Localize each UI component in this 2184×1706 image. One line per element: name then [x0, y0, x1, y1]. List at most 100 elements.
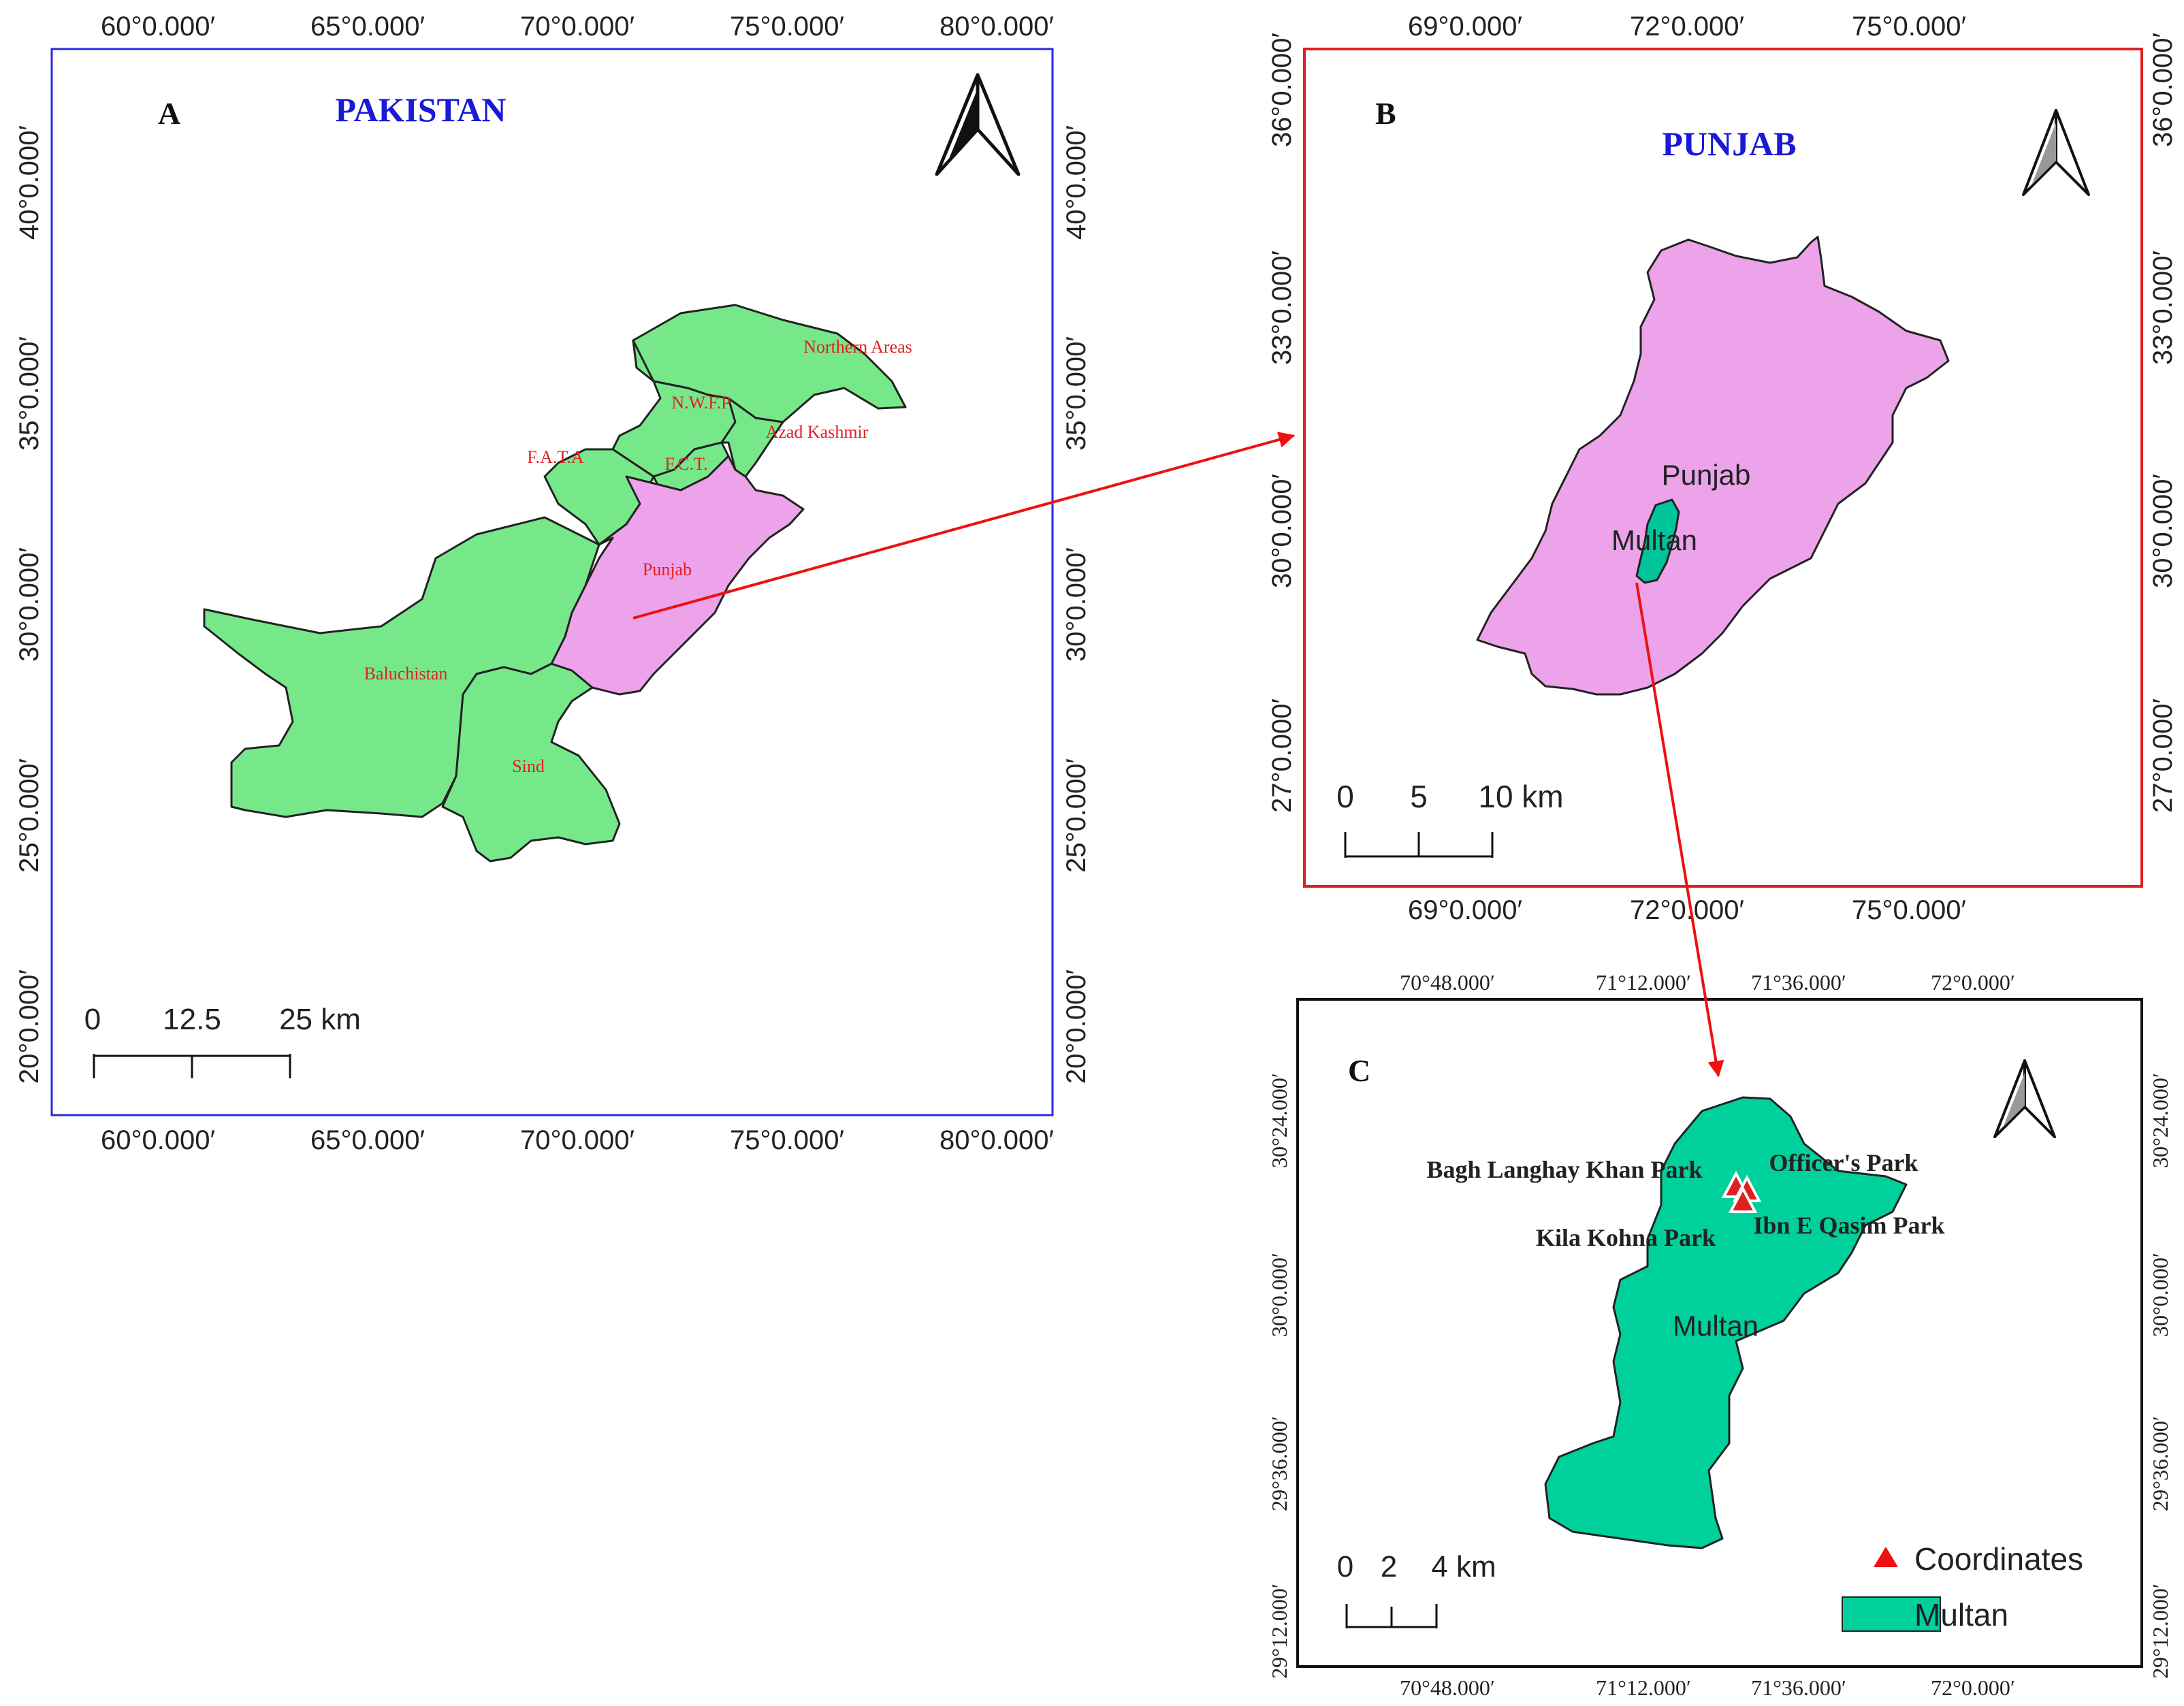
- scale-label: 0: [84, 1003, 101, 1036]
- panel-a-left-tick: 40°0.000′: [14, 125, 44, 240]
- scale-label: 25 km: [279, 1003, 361, 1036]
- panel-b-frame: [1303, 48, 2143, 888]
- panel-b-right-tick: 36°0.000′: [2148, 33, 2178, 147]
- panel-a-bottom-tick: 75°0.000′: [730, 1125, 844, 1155]
- scale-label: 5: [1410, 779, 1428, 814]
- region-label: Azad Kashmir: [766, 422, 869, 442]
- scale-label: 0: [1337, 1550, 1353, 1583]
- district-label: Multan: [1611, 524, 1697, 556]
- panel-a-bottom-tick: 80°0.000′: [940, 1125, 1054, 1155]
- panel-c-top-tick: 71°12.000′: [1596, 970, 1691, 995]
- panel-a-right-tick: 20°0.000′: [1061, 969, 1091, 1084]
- north-arrow-icon: [935, 73, 1021, 176]
- panel-a-bottom-tick: 65°0.000′: [310, 1125, 425, 1155]
- panel-b-top-tick: 72°0.000′: [1630, 12, 1744, 42]
- panel-b-right-tick: 33°0.000′: [2148, 251, 2178, 365]
- scale-label: 4 km: [1431, 1550, 1496, 1583]
- panel-b-bottom-tick: 75°0.000′: [1852, 895, 1966, 925]
- panel-a-right-tick: 30°0.000′: [1061, 547, 1091, 662]
- region-label: F.A.T.A: [527, 447, 584, 467]
- panel-c-left-tick: 30°24.000′: [1267, 1073, 1291, 1168]
- district-label: Multan: [1673, 1310, 1759, 1342]
- panel-c-bottom-tick: 70°48.000′: [1400, 1675, 1495, 1700]
- panel-a-left-tick: 20°0.000′: [14, 969, 44, 1084]
- panel-c-top-tick: 70°48.000′: [1400, 970, 1495, 995]
- panel-c-top-tick: 72°0.000′: [1931, 970, 2015, 995]
- panel-a-bottom-tick: 60°0.000′: [101, 1125, 215, 1155]
- region-punjab: [550, 455, 805, 696]
- coordinate-triangle-icon: [1728, 1185, 1758, 1213]
- region-fata: [543, 448, 655, 546]
- region-label: Northern Areas: [803, 337, 912, 357]
- punjab-province: [1476, 236, 1950, 696]
- panel-c-top-tick: 71°36.000′: [1751, 970, 1846, 995]
- scale-label: 10 km: [1478, 779, 1563, 814]
- panel-c-right-tick: 30°0.000′: [2148, 1253, 2172, 1337]
- panel-b-left-tick: 30°0.000′: [1267, 474, 1297, 588]
- park-label: Bagh Langhay Khan Park: [1426, 1156, 1702, 1183]
- multan-district-detail: [1544, 1096, 1908, 1549]
- region-label: Punjab: [643, 560, 692, 579]
- panel-b-right-tick: 27°0.000′: [2148, 698, 2178, 813]
- panel-a-letter: A: [158, 96, 180, 131]
- panel-c-scale-bar: 0 2 4 km: [1337, 1550, 1496, 1628]
- panel-a-top-tick: 75°0.000′: [730, 12, 844, 42]
- region-label: Baluchistan: [364, 664, 448, 683]
- panel-a-top-tick: 65°0.000′: [310, 12, 425, 42]
- panel-a-right-tick: 25°0.000′: [1061, 758, 1091, 873]
- panel-a-right-tick: 35°0.000′: [1061, 336, 1091, 451]
- region-label: N.W.F.P: [671, 393, 730, 413]
- region-label: Sind: [512, 756, 545, 776]
- connector-arrow-b-to-c: [1635, 582, 1724, 1078]
- legend-multan-label: Multan: [1914, 1597, 2008, 1632]
- panel-a-left-tick: 35°0.000′: [14, 336, 44, 451]
- panel-b-letter: B: [1375, 96, 1396, 131]
- panel-b-top-tick: 69°0.000′: [1408, 12, 1522, 42]
- connector-arrow-a-to-b: [632, 432, 1296, 619]
- legend-coordinates-label: Coordinates: [1914, 1541, 2083, 1577]
- panel-a-top-tick: 80°0.000′: [940, 12, 1054, 42]
- panel-c-right-tick: 29°12.000′: [2148, 1583, 2172, 1679]
- legend-multan-swatch: [1842, 1596, 1941, 1632]
- north-arrow-icon: [1993, 1059, 2056, 1138]
- panel-c-bottom-tick: 72°0.000′: [1931, 1675, 2015, 1700]
- panel-b-top-tick: 75°0.000′: [1852, 12, 1966, 42]
- scale-label: 2: [1381, 1550, 1397, 1583]
- legend: Coordinates Multan: [1842, 1541, 2083, 1632]
- panel-c-left-tick: 29°36.000′: [1267, 1416, 1291, 1511]
- multan-district: [1635, 498, 1680, 584]
- panel-b-left-tick: 27°0.000′: [1267, 698, 1297, 813]
- panel-b-bottom-tick: 69°0.000′: [1408, 895, 1522, 925]
- region-label: Punjab: [1662, 459, 1751, 491]
- panel-a-left-tick: 30°0.000′: [14, 547, 44, 662]
- panel-b-left-tick: 33°0.000′: [1267, 251, 1297, 365]
- panel-b-left-tick: 36°0.000′: [1267, 33, 1297, 147]
- panel-a-bottom-tick: 70°0.000′: [520, 1125, 635, 1155]
- pakistan-map: [203, 304, 907, 863]
- panel-c-letter: C: [1348, 1053, 1370, 1088]
- panel-b-title: PUNJAB: [1662, 125, 1796, 163]
- panel-c-right-tick: 30°24.000′: [2148, 1073, 2172, 1168]
- panel-a-scale-bar: 0 12.5 25 km: [84, 1003, 361, 1078]
- panel-c: 70°48.000′ 71°12.000′ 71°36.000′ 72°0.00…: [1267, 970, 2172, 1700]
- panel-c-left-tick: 29°12.000′: [1267, 1583, 1291, 1679]
- panel-a-left-tick: 25°0.000′: [14, 758, 44, 873]
- park-label: Officer's Park: [1769, 1149, 1918, 1176]
- panel-c-bottom-tick: 71°36.000′: [1751, 1675, 1846, 1700]
- region-sind: [441, 662, 621, 863]
- panel-c-left-tick: 30°0.000′: [1267, 1253, 1291, 1337]
- panel-b-bottom-tick: 72°0.000′: [1630, 895, 1744, 925]
- coordinate-markers: [1721, 1170, 1762, 1213]
- panel-a-top-tick: 70°0.000′: [520, 12, 635, 42]
- panel-a-right-tick: 40°0.000′: [1061, 125, 1091, 240]
- panel-a-frame: [50, 48, 1054, 1116]
- region-label: F.C.T.: [664, 454, 707, 474]
- connector-arrows: [632, 432, 1724, 1078]
- panel-c-bottom-tick: 71°12.000′: [1596, 1675, 1691, 1700]
- panel-a-title: PAKISTAN: [336, 91, 507, 129]
- panel-b-scale-bar: 0 5 10 km: [1336, 779, 1564, 858]
- park-label: Kila Kohna Park: [1536, 1224, 1716, 1251]
- panel-a-top-tick: 60°0.000′: [101, 12, 215, 42]
- scale-label: 0: [1336, 779, 1354, 814]
